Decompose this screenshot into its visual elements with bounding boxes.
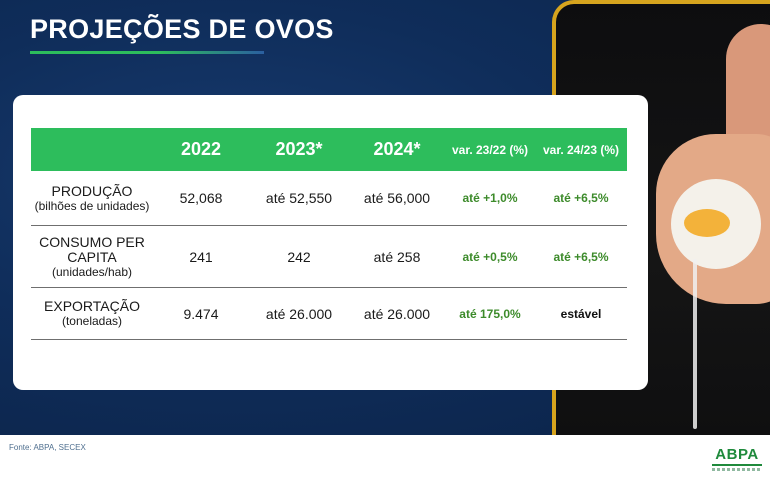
cell-2022: 241: [153, 225, 249, 288]
cell-2024: até 258: [349, 225, 445, 288]
logo-text: ABPA: [715, 446, 759, 463]
row-label-cell: EXPORTAÇÃO (toneladas): [31, 287, 153, 340]
egg-yolk-shape: [684, 209, 730, 237]
cell-2024: até 26.000: [349, 287, 445, 340]
abpa-logo: ABPA: [712, 447, 762, 471]
egg-white-drip: [693, 259, 697, 429]
cell-2022: 9.474: [153, 287, 249, 340]
cell-2022: 52,068: [153, 171, 249, 226]
row-unit: (unidades/hab): [51, 264, 133, 279]
logo-bar: [712, 464, 762, 466]
header-2024: 2024*: [349, 128, 445, 171]
slide-background: PROJEÇÕES DE OVOS 2022 2023* 2024* var. …: [0, 0, 770, 435]
header-var-24-23: var. 24/23 (%): [535, 128, 627, 171]
row-unit: (toneladas): [61, 314, 123, 328]
cell-2023: 242: [249, 225, 349, 288]
cell-var-23-22: até +0,5%: [445, 225, 535, 288]
header-var-23-22: var. 23/22 (%): [445, 128, 535, 171]
projections-table: 2022 2023* 2024* var. 23/22 (%) var. 24/…: [31, 128, 627, 340]
row-label-cell: PRODUÇÃO (bilhões de unidades): [31, 171, 153, 226]
page-title: PROJEÇÕES DE OVOS: [30, 14, 334, 44]
row-unit: (bilhões de unidades): [34, 198, 150, 213]
row-label: CONSUMO PER CAPITA: [39, 233, 145, 265]
cell-2024: até 56,000: [349, 171, 445, 226]
logo-tagline-mark: [712, 468, 762, 471]
table-row: CONSUMO PER CAPITA (unidades/hab) 241 242…: [31, 225, 627, 288]
row-label: PRODUÇÃO: [51, 182, 133, 199]
cell-var-24-23: estável: [535, 287, 627, 340]
table-row: EXPORTAÇÃO (toneladas) 9.474 até 26.000 a…: [31, 287, 627, 340]
table-row: PRODUÇÃO (bilhões de unidades) 52,068 até…: [31, 171, 627, 226]
cell-var-24-23: até +6,5%: [535, 225, 627, 288]
header-2022: 2022: [153, 128, 249, 171]
cell-2023: até 26.000: [249, 287, 349, 340]
table-header-row: 2022 2023* 2024* var. 23/22 (%) var. 24/…: [31, 128, 627, 171]
cell-2023: até 52,550: [249, 171, 349, 226]
header-label-cell: [31, 128, 153, 171]
cell-var-23-22: até 175,0%: [445, 287, 535, 340]
row-label: EXPORTAÇÃO: [44, 298, 140, 314]
header-2023: 2023*: [249, 128, 349, 171]
source-note: Fonte: ABPA, SECEX: [9, 443, 86, 452]
cell-var-23-22: até +1,0%: [445, 171, 535, 226]
title-underline: [30, 51, 264, 54]
row-label-cell: CONSUMO PER CAPITA (unidades/hab): [31, 225, 153, 288]
table-card: 2022 2023* 2024* var. 23/22 (%) var. 24/…: [13, 95, 648, 390]
cell-var-24-23: até +6,5%: [535, 171, 627, 226]
